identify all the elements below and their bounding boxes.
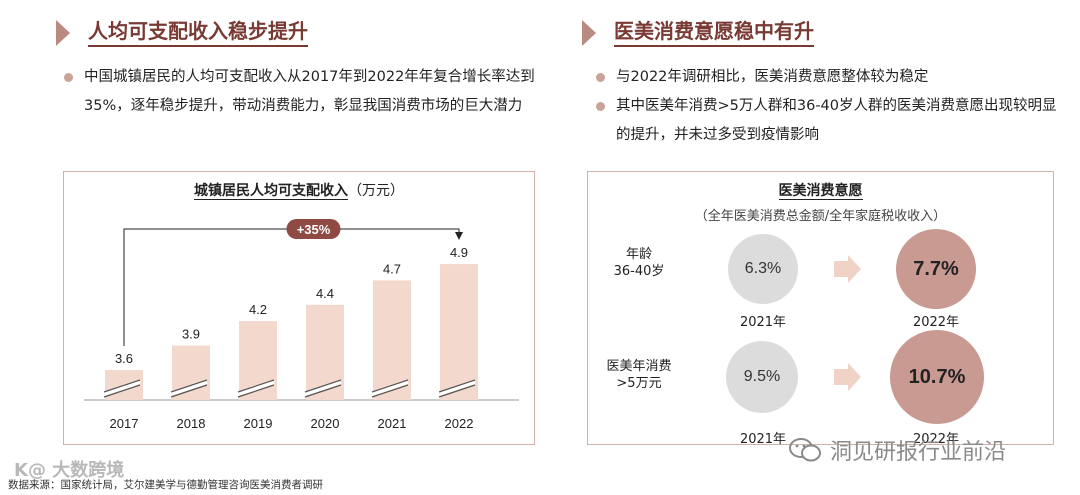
value-text: 6.3%	[744, 260, 782, 277]
row-label-spending: 医美年消费 >5万元	[594, 358, 684, 392]
axis-break-gap	[237, 380, 275, 396]
axis-break-mark	[103, 379, 141, 393]
x-tick-label: 2021	[378, 416, 407, 431]
value-text: 7.7%	[913, 257, 959, 280]
year-label: 2022年	[912, 432, 960, 447]
axis-break-mark	[438, 379, 476, 393]
watermark-right: 洞见研报行业前沿	[788, 434, 1006, 466]
right-bullet-item: 其中医美年消费>5万人群和36-40岁人群的医美消费意愿出现较明显的提升，并未过…	[594, 92, 1064, 150]
value-text: 9.5%	[743, 368, 781, 385]
bar-value-label: 4.7	[383, 261, 401, 276]
row-label-line: 36-40岁	[613, 264, 665, 279]
x-tick-label: 2018	[177, 416, 206, 431]
axis-break-mark	[237, 379, 275, 393]
axis-break-gap	[304, 380, 342, 396]
income-chart-panel: 城镇居民人均可支配收入（万元） 3.6 2017 3.9 2018 4.2 2019 4.4…	[63, 171, 535, 445]
income-chart-title-unit: （万元）	[348, 183, 404, 199]
value-circle-2021: 6.3%	[728, 234, 798, 304]
watermark-left: K@ 大数跨境	[14, 460, 125, 481]
axis-break-mark	[304, 384, 342, 398]
willingness-title: 医美消费意愿	[588, 180, 1053, 200]
bar	[440, 264, 478, 400]
x-tick-label: 2019	[244, 416, 273, 431]
value-circle-2022: 10.7%	[890, 330, 984, 424]
watermark-right-text: 洞见研报行业前沿	[830, 440, 1007, 465]
income-chart-title-text: 城镇居民人均可支配收入	[194, 183, 348, 200]
left-bullet-list: 中国城镇居民的人均可支配收入从2017年到2022年年复合增长率达到35%，逐年…	[62, 63, 552, 121]
axis-break-gap	[103, 380, 141, 396]
row-label-age: 年龄 36-40岁	[594, 246, 684, 280]
willingness-subtitle: （全年医美消费总金额/全年家庭税收收入）	[694, 209, 947, 224]
axis-break-gap	[371, 380, 409, 396]
axis-break-mark	[438, 384, 476, 398]
axis-break-mark	[170, 384, 208, 398]
bar-value-label: 4.4	[316, 286, 334, 301]
bar-value-label: 3.6	[115, 351, 133, 366]
axis-break-mark	[304, 379, 342, 393]
x-tick-label: 2020	[311, 416, 340, 431]
willingness-title-text: 医美消费意愿	[778, 183, 863, 200]
axis-break-mark	[103, 384, 141, 398]
value-text: 10.7%	[908, 365, 966, 388]
bar-value-label: 4.9	[450, 245, 468, 260]
bar-value-label: 3.9	[182, 327, 200, 342]
left-title-text: 人均可支配收入稳步提升	[88, 18, 308, 47]
row-label-line: 医美年消费	[606, 359, 672, 374]
axis-break-mark	[371, 384, 409, 398]
value-circle-2021: 9.5%	[726, 341, 798, 413]
right-bullet-item: 与2022年调研相比，医美消费意愿整体较为稳定	[594, 63, 1064, 92]
arrow-down-icon	[455, 232, 463, 241]
x-tick-label: 2022	[445, 416, 474, 431]
chevron-right-icon	[582, 19, 596, 46]
axis-break-mark	[170, 379, 208, 393]
source-note: 数据来源：国家统计局，艾尔建美学与德勤管理咨询医美消费者调研	[8, 479, 323, 491]
value-circle-2022: 7.7%	[896, 229, 976, 309]
income-chart-title: 城镇居民人均可支配收入（万元）	[64, 180, 534, 200]
right-bullet-list: 与2022年调研相比，医美消费意愿整体较为稳定 其中医美年消费>5万人群和36-…	[594, 63, 1064, 150]
right-title-text: 医美消费意愿稳中有升	[614, 18, 814, 47]
year-label: 2021年	[739, 432, 787, 447]
bar-value-label: 4.2	[249, 302, 267, 317]
growth-badge	[286, 219, 341, 239]
wechat-icon	[789, 438, 821, 462]
axis-break-mark	[237, 384, 275, 398]
row-label-line: >5万元	[616, 376, 662, 391]
chevron-right-icon	[56, 19, 70, 46]
year-label: 2021年	[739, 315, 787, 330]
left-bullet-item: 中国城镇居民的人均可支配收入从2017年到2022年年复合增长率达到35%，逐年…	[62, 63, 552, 121]
income-bar-chart: 3.6 2017 3.9 2018 4.2 2019 4.4 2020 4.7 2021 4.9 20…	[84, 219, 519, 431]
left-section-title: 人均可支配收入稳步提升	[56, 18, 308, 47]
x-tick-label: 2017	[110, 416, 139, 431]
axis-break-gap	[170, 380, 208, 396]
axis-break-gap	[438, 380, 476, 396]
willingness-panel: 医美消费意愿 （全年医美消费总金额/全年家庭税收收入） 年龄 36-40岁 6.…	[587, 171, 1054, 447]
axis-break-mark	[371, 379, 409, 393]
year-label: 2022年	[912, 315, 960, 330]
right-section-title: 医美消费意愿稳中有升	[582, 18, 814, 47]
bar	[373, 280, 411, 400]
row-label-line: 年龄	[625, 247, 652, 262]
growth-annotation: +35%	[297, 222, 331, 237]
